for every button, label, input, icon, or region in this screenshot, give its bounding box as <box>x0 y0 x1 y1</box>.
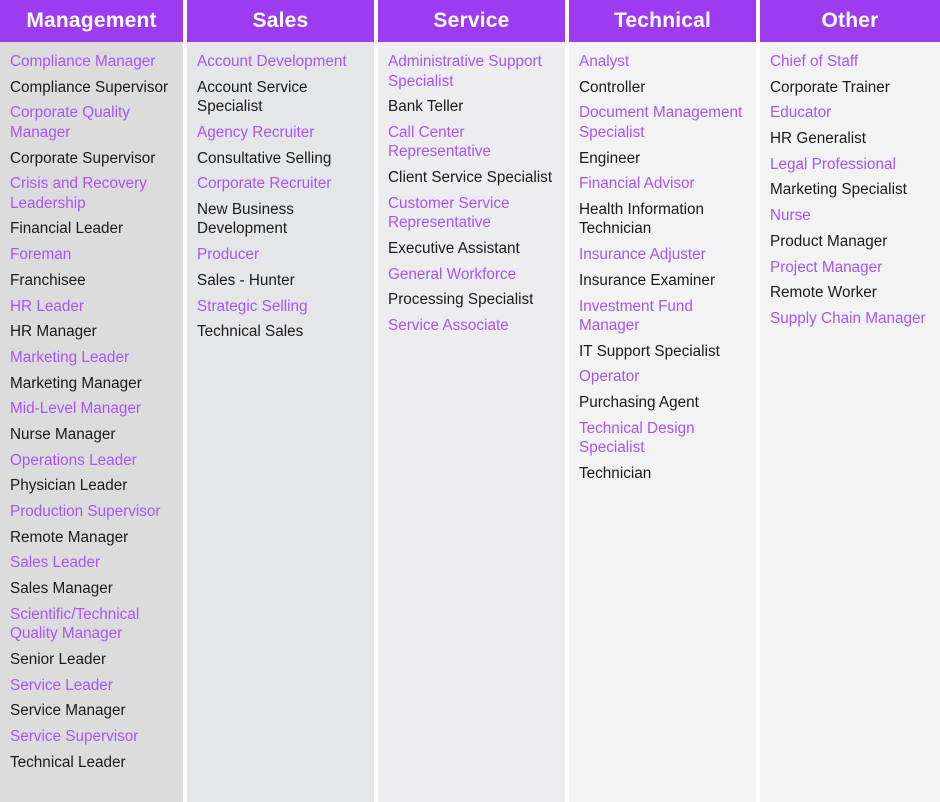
column-header: Sales <box>187 0 374 42</box>
role-link[interactable]: Producer <box>197 246 260 264</box>
role-link[interactable]: Production Supervisor <box>10 503 161 520</box>
role-link[interactable]: Educator <box>770 104 832 122</box>
role-label: Health Information Technician <box>579 200 704 238</box>
role-label: Product Manager <box>770 232 888 250</box>
role-link[interactable]: Service Supervisor <box>10 728 139 745</box>
role-link[interactable]: Financial Advisor <box>579 175 695 193</box>
role-label: Senior Leader <box>10 650 107 668</box>
column-header: Other <box>760 0 940 42</box>
column-list: Compliance Manager Compliance Supervisor C… <box>0 42 183 802</box>
role-label: Executive Assistant <box>388 239 520 257</box>
role-link[interactable]: Service Associate <box>388 317 509 334</box>
role-link[interactable]: Call Center Representative <box>388 123 491 161</box>
role-label: IT Support Specialist <box>579 342 720 360</box>
role-link[interactable]: Operator <box>579 368 640 386</box>
role-link[interactable]: Customer Service Representative <box>388 194 510 232</box>
role-label: Controller <box>579 78 646 96</box>
role-label: Financial Leader <box>10 220 124 238</box>
role-label: Engineer <box>579 149 641 167</box>
role-label: Technical Sales <box>197 323 304 341</box>
column-management: Management Compliance Manager Compliance … <box>0 0 183 802</box>
role-label: Insurance Examiner <box>579 271 716 289</box>
role-link[interactable]: Administrative Support Specialist <box>388 53 542 90</box>
role-link[interactable]: Corporate Recruiter <box>197 175 332 193</box>
role-link[interactable]: Marketing Leader <box>10 348 130 366</box>
column-service: Service Administrative Support Specialis… <box>378 0 565 802</box>
role-link[interactable]: Corporate Quality Manager <box>10 104 130 141</box>
role-link[interactable]: Account Development <box>197 53 347 70</box>
role-link[interactable]: Scientific/Technical Quality Manager <box>10 605 140 643</box>
role-link[interactable]: Strategic Selling <box>197 297 308 315</box>
column-list: Analyst Controller Document Management Spe… <box>569 42 756 802</box>
role-label: Technical Leader <box>10 753 126 771</box>
role-link[interactable]: Agency Recruiter <box>197 123 315 141</box>
column-header: Management <box>0 0 183 42</box>
role-label: Corporate Trainer <box>770 78 890 96</box>
column-sales: Sales Account Development Account Service… <box>187 0 374 802</box>
column-list: Chief of Staff Corporate Trainer Educator H… <box>760 42 940 802</box>
role-link[interactable]: Service Leader <box>10 676 113 694</box>
role-label: Marketing Manager <box>10 374 142 392</box>
role-label: Sales Manager <box>10 580 113 598</box>
role-label: Purchasing Agent <box>579 394 699 412</box>
column-header: Technical <box>569 0 756 42</box>
role-link[interactable]: Legal Professional <box>770 155 896 173</box>
role-label: HR Manager <box>10 323 97 341</box>
column-technical: Technical Analyst Controller Document Mana… <box>569 0 756 802</box>
role-label: Franchisee <box>10 271 86 289</box>
role-label: Sales - Hunter <box>197 271 295 289</box>
role-label: New Business Development <box>197 200 294 238</box>
column-header: Service <box>378 0 565 42</box>
role-link[interactable]: HR Leader <box>10 297 84 315</box>
role-label: Client Service Specialist <box>388 169 553 187</box>
role-link[interactable]: General Workforce <box>388 265 517 283</box>
role-label: Service Manager <box>10 702 126 720</box>
role-link[interactable]: Technical Design Specialist <box>579 419 695 457</box>
role-link[interactable]: Compliance Manager <box>10 53 156 70</box>
column-list: Administrative Support Specialist Bank Te… <box>378 42 565 802</box>
role-label: Technician <box>579 464 652 482</box>
role-label: Nurse Manager <box>10 425 116 443</box>
role-link[interactable]: Supply Chain Manager <box>770 309 926 327</box>
role-label: Physician Leader <box>10 477 128 495</box>
role-link[interactable]: Project Manager <box>770 258 883 276</box>
role-link[interactable]: Nurse <box>770 207 811 225</box>
role-label: Corporate Supervisor <box>10 149 156 167</box>
role-label: Remote Worker <box>770 284 877 302</box>
role-label: Compliance Supervisor <box>10 78 169 96</box>
role-label: Remote Manager <box>10 528 129 546</box>
role-link[interactable]: Foreman <box>10 246 72 264</box>
role-link[interactable]: Analyst <box>579 53 630 70</box>
role-link[interactable]: Sales Leader <box>10 554 101 572</box>
role-link[interactable]: Operations Leader <box>10 451 137 469</box>
role-link[interactable]: Crisis and Recovery Leadership <box>10 175 147 212</box>
role-link[interactable]: Chief of Staff <box>770 53 859 70</box>
role-link[interactable]: Insurance Adjuster <box>579 246 706 264</box>
role-label: Bank Teller <box>388 98 464 116</box>
column-other: Other Chief of Staff Corporate Trainer Edu… <box>760 0 940 802</box>
role-link[interactable]: Mid-Level Manager <box>10 400 141 418</box>
role-label: Processing Specialist <box>388 291 534 309</box>
role-label: Marketing Specialist <box>770 181 907 199</box>
role-label: Consultative Selling <box>197 149 332 167</box>
role-link[interactable]: Investment Fund Manager <box>579 297 693 335</box>
column-list: Account Development Account Service Speci… <box>187 42 374 802</box>
role-link[interactable]: Document Management Specialist <box>579 104 743 141</box>
role-label: Account Service Specialist <box>197 78 308 116</box>
role-label: HR Generalist <box>770 130 867 148</box>
